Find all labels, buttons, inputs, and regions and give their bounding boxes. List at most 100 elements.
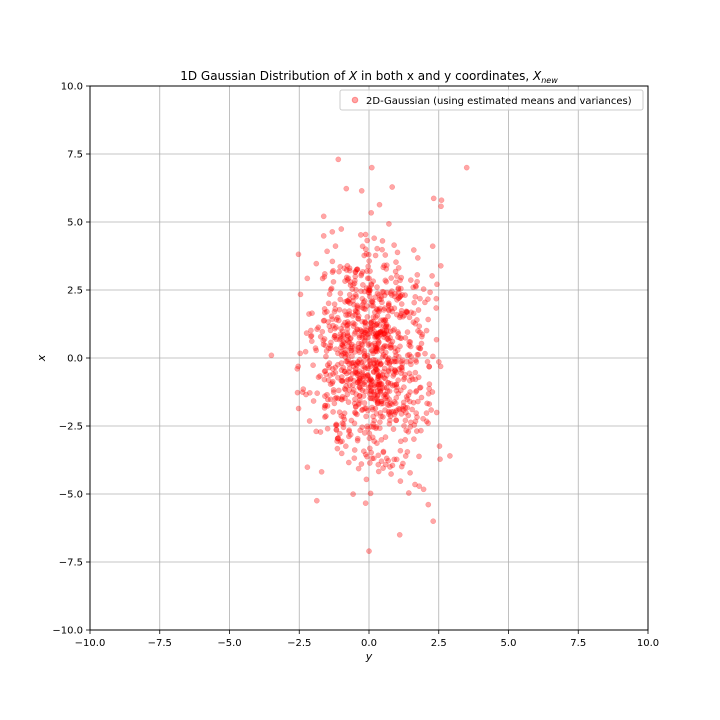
scatter-point (354, 358, 361, 365)
x-tick-label: −7.5 (148, 638, 172, 649)
scatter-point (437, 262, 444, 269)
scatter-point (352, 329, 359, 335)
scatter-point (370, 455, 377, 462)
scatter-point (354, 379, 361, 386)
scatter-point (322, 342, 329, 349)
scatter-point (373, 384, 379, 390)
scatter-point (398, 307, 405, 314)
scatter-point (388, 288, 395, 294)
scatter-point (350, 377, 357, 384)
scatter-point (356, 334, 363, 341)
scatter-point (366, 287, 373, 294)
scatter-point (344, 351, 351, 358)
scatter-point (407, 339, 414, 345)
scatter-point (335, 395, 341, 402)
scatter-point (423, 418, 430, 425)
scatter-point (335, 350, 341, 357)
scatter-point (324, 391, 330, 398)
scatter-point (353, 293, 359, 300)
scatter-point (372, 396, 378, 403)
scatter-point (379, 372, 386, 378)
scatter-point (418, 340, 425, 347)
scatter-point (405, 428, 412, 435)
scatter-point (426, 363, 433, 370)
scatter-point (353, 403, 359, 410)
scatter-point (437, 363, 444, 370)
scatter-point (323, 413, 329, 419)
scatter-point (413, 410, 420, 416)
scatter-point (336, 409, 343, 416)
scatter-point (354, 309, 361, 316)
scatter-point (436, 443, 443, 449)
scatter-point (414, 255, 421, 261)
scatter-point (438, 197, 445, 204)
scatter-point (393, 417, 399, 424)
scatter-point (352, 404, 359, 410)
scatter-point (403, 309, 410, 316)
scatter-point (343, 378, 350, 384)
scatter-point (331, 332, 338, 339)
scatter-point (327, 345, 334, 351)
scatter-point (368, 388, 375, 395)
scatter-point (361, 329, 368, 336)
scatter-point (350, 282, 356, 288)
scatter-point (405, 412, 412, 419)
scatter-point (351, 420, 358, 427)
scatter-point (380, 331, 386, 337)
scatter-point (347, 279, 354, 285)
scatter-point (354, 266, 361, 273)
scatter-point (325, 319, 331, 325)
scatter-point (379, 385, 386, 392)
scatter-point (395, 265, 402, 271)
scatter-point (352, 277, 358, 284)
scatter-point (412, 293, 419, 300)
scatter-point (354, 304, 361, 310)
scatter-point (322, 402, 329, 409)
scatter-point (369, 378, 376, 385)
scatter-point (384, 336, 390, 342)
scatter-point (397, 277, 403, 284)
scatter-point (356, 345, 363, 351)
scatter-point (339, 328, 346, 334)
scatter-point (367, 325, 374, 331)
scatter-point (303, 330, 310, 336)
scatter-point (374, 345, 380, 352)
scatter-point (356, 375, 363, 382)
scatter-point (386, 388, 393, 395)
scatter-point (410, 284, 417, 291)
scatter-point (380, 317, 387, 323)
scatter-point (320, 233, 327, 239)
scatter-point (365, 251, 372, 258)
scatter-point (371, 328, 378, 335)
scatter-point (334, 445, 341, 452)
scatter-point (359, 328, 366, 334)
scatter-point (335, 374, 341, 381)
scatter-point (294, 389, 301, 396)
scatter-point (333, 421, 340, 428)
scatter-point (404, 308, 410, 315)
scatter-point (373, 321, 380, 328)
scatter-point (352, 368, 359, 375)
scatter-point (372, 314, 379, 321)
scatter-point (392, 345, 398, 351)
scatter-point (386, 402, 393, 409)
scatter-point (370, 356, 377, 363)
scatter-point (399, 361, 406, 367)
scatter-point (385, 367, 392, 373)
scatter-point (388, 292, 395, 298)
scatter-point (375, 382, 382, 388)
scatter-point (420, 286, 427, 292)
scatter-point (313, 497, 320, 504)
scatter-point (344, 337, 350, 343)
scatter-point (338, 226, 345, 232)
scatter-point (387, 328, 394, 335)
scatter-point (369, 347, 375, 354)
scatter-point (367, 376, 374, 383)
scatter-point (340, 339, 347, 345)
scatter-point (426, 363, 433, 370)
scatter-point (417, 295, 423, 302)
scatter-point (341, 340, 348, 347)
scatter-point (332, 422, 339, 429)
scatter-point (390, 327, 396, 334)
